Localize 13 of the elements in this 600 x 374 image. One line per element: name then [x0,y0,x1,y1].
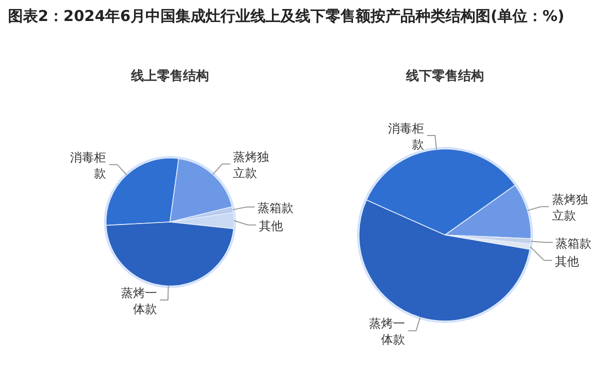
slice-label: 其他 [258,218,283,233]
slice-label: 蒸箱款 [556,236,592,250]
slice-label: 蒸烤一体款 [120,286,157,316]
slice-label: 蒸箱款 [258,200,294,215]
chart-subtitle: 线上零售结构 [130,69,209,84]
slice-label: 蒸烤独立款 [233,150,270,180]
slice-label: 蒸烤独立款 [552,192,588,223]
slice-label: 其他 [555,254,580,268]
chart-subtitle: 线下零售结构 [405,69,484,84]
slice-label: 蒸烤一体款 [369,316,406,347]
chart-title: 图表2：2024年6月中国集成灶行业线上及线下零售额按产品种类结构图(单位：%) [8,6,566,26]
slice-label: 消毒柜款 [388,121,424,152]
slice-label: 消毒柜款 [70,150,106,181]
